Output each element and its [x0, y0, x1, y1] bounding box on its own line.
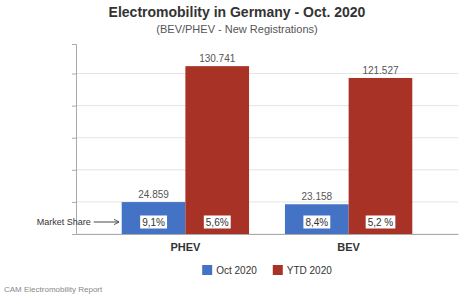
- title: Electromobility in Germany - Oct. 2020: [109, 4, 366, 20]
- x-axis-line: [77, 234, 459, 235]
- legend-label: Oct 2020: [216, 265, 257, 276]
- x-tick-label: PHEV: [170, 241, 201, 253]
- share-label-text: 5,2 %: [368, 217, 394, 228]
- y-tick: [72, 74, 76, 75]
- share-label-text: 9,1%: [142, 217, 165, 228]
- y-tick: [72, 106, 76, 107]
- y-tick-mark: [72, 202, 76, 203]
- y-tick-mark: [72, 74, 76, 75]
- y-tick: [72, 202, 76, 203]
- annotation-arrow: [94, 222, 119, 223]
- share-label: 9,1%: [140, 216, 167, 229]
- y-tick: [72, 170, 76, 171]
- data-label: 23.158: [301, 191, 332, 202]
- grid-line: [76, 73, 458, 74]
- subtitle: (BEV/PHEV - New Registrations): [156, 23, 317, 35]
- legend-label: YTD 2020: [287, 265, 332, 276]
- y-tick-mark: [72, 170, 76, 171]
- grid: [76, 74, 458, 234]
- y-tick: [72, 234, 76, 235]
- legend-item: Oct 2020: [202, 265, 257, 276]
- data-label: 121.527: [362, 65, 399, 76]
- x-tick: BEV: [337, 234, 360, 253]
- legend-item: YTD 2020: [273, 265, 332, 276]
- legend-swatch: [202, 265, 212, 275]
- x-tick: PHEV: [170, 234, 201, 253]
- y-tick-mark: [72, 234, 76, 235]
- share-labels: 9,1% 8,4% 5,6% 5,2 %: [140, 216, 395, 229]
- y-tick: [72, 138, 76, 139]
- x-tick-label: BEV: [337, 241, 360, 253]
- share-label-box: [303, 216, 330, 229]
- bar: [122, 202, 186, 234]
- plot: PHEV BEV 24.859 23.158 130.741 121.527 9,1% 8,4…: [37, 45, 459, 253]
- bar: [349, 78, 413, 234]
- background: [0, 0, 474, 296]
- data-label: 24.859: [138, 189, 169, 200]
- y-axis: [72, 45, 77, 235]
- footnote: CAM Electromobility Report: [4, 285, 103, 294]
- share-label-box: [204, 216, 231, 229]
- bar: [285, 204, 349, 234]
- legend-swatch: [273, 265, 283, 275]
- data-label: 130.741: [199, 53, 236, 64]
- annotation: Market Share: [37, 217, 119, 227]
- share-label: 5,2 %: [366, 216, 396, 229]
- bars: [122, 66, 413, 234]
- bar: [185, 66, 249, 234]
- share-label: 8,4%: [303, 216, 330, 229]
- share-label-box: [140, 216, 167, 229]
- share-label: 5,6%: [204, 216, 231, 229]
- share-label-text: 5,6%: [206, 217, 229, 228]
- y-axis-line: [72, 45, 77, 235]
- y-tick-mark: [72, 106, 76, 107]
- y-tick-mark: [72, 138, 76, 139]
- annotation-text: Market Share: [37, 217, 91, 227]
- share-label-box: [366, 216, 396, 229]
- data-labels: 24.859 23.158 130.741 121.527: [138, 53, 399, 202]
- chart: Electromobility in Germany - Oct. 2020 (B…: [0, 0, 474, 296]
- x-axis: PHEV BEV: [77, 234, 459, 253]
- legend: Oct 2020 YTD 2020: [202, 265, 332, 276]
- share-label-text: 8,4%: [305, 217, 328, 228]
